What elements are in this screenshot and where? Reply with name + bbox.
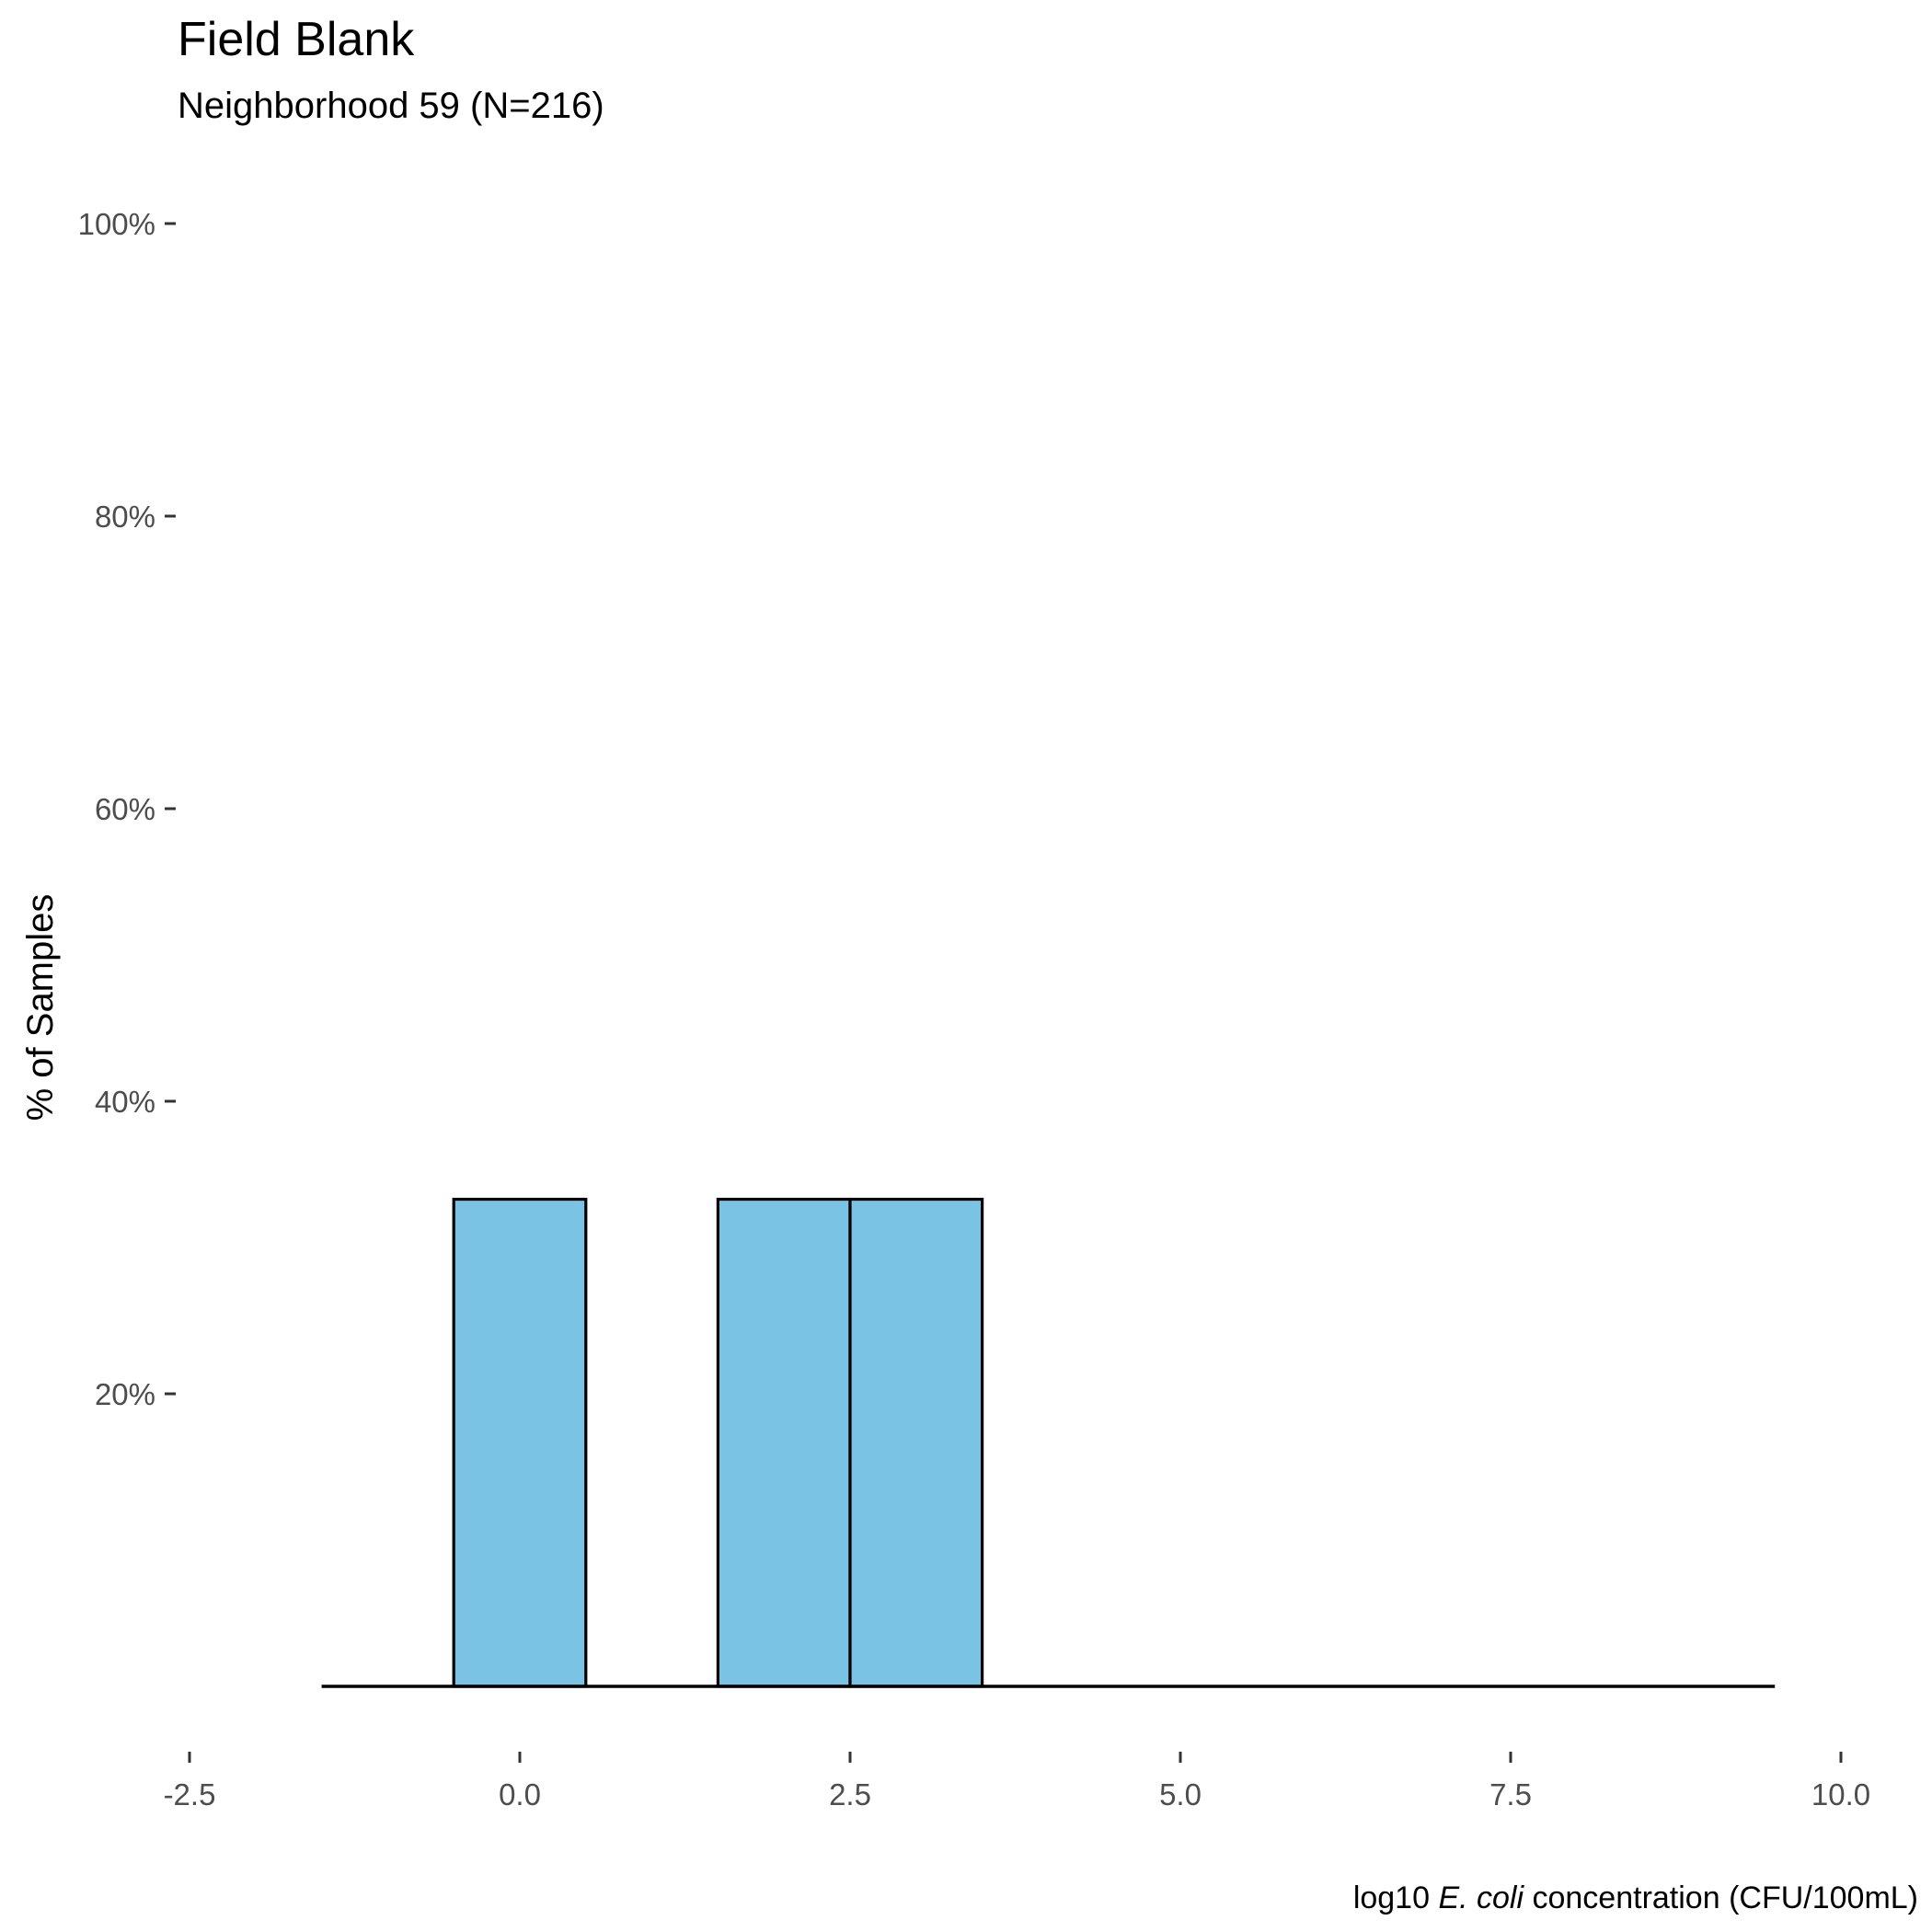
bars-group [321,1197,1776,1688]
x-tick-label: 0.0 [499,1777,541,1811]
histogram-bar [716,1197,852,1688]
chart-title: Field Blank [178,13,415,66]
y-axis-title: % of Samples [20,894,61,1121]
y-axis: 20% 40% 60% 80% 100% [78,207,176,1411]
x-axis-title-organism: E. coli [1438,1880,1524,1915]
y-tick-label: 60% [95,792,155,826]
y-tick-label: 40% [95,1085,155,1119]
histogram-bar [848,1197,984,1688]
x-axis-title-suffix: concentration (CFU/100mL) [1524,1880,1918,1915]
x-axis: -2.5 0.0 2.5 5.0 7.5 10.0 [164,1752,1870,1811]
x-axis-title-prefix: log10 [1353,1880,1439,1915]
x-tick-label: 7.5 [1489,1777,1532,1811]
histogram-bar [452,1197,588,1688]
y-tick-label: 20% [95,1377,155,1411]
x-tick-label: 10.0 [1811,1777,1870,1811]
x-tick-label: -2.5 [164,1777,216,1811]
y-tick-label: 80% [95,500,155,534]
x-axis-title: log10 E. coli concentration (CFU/100mL) [1353,1880,1918,1915]
chart-subtitle: Neighborhood 59 (N=216) [178,86,604,126]
y-tick-label: 100% [78,207,155,241]
x-tick-label: 2.5 [829,1777,871,1811]
x-tick-label: 5.0 [1159,1777,1202,1811]
